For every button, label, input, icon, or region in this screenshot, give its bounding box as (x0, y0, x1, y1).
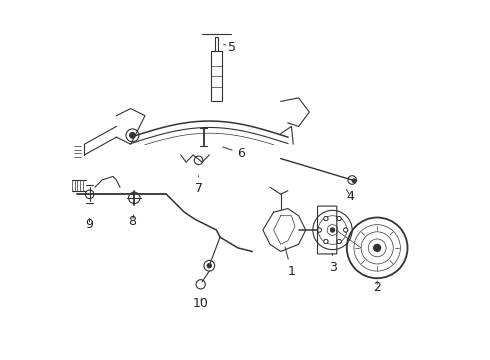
Text: 1: 1 (285, 247, 295, 278)
Circle shape (343, 228, 348, 232)
Text: 8: 8 (128, 215, 137, 228)
Text: 3: 3 (329, 253, 337, 274)
Circle shape (207, 264, 211, 268)
Text: 7: 7 (195, 176, 202, 195)
Circle shape (324, 239, 328, 244)
Text: 6: 6 (222, 147, 245, 160)
Circle shape (317, 228, 321, 232)
Text: 2: 2 (373, 281, 381, 294)
Circle shape (130, 132, 135, 138)
Text: 10: 10 (193, 297, 208, 310)
Circle shape (352, 179, 356, 183)
Circle shape (330, 228, 335, 232)
Text: 5: 5 (223, 41, 237, 54)
Text: 4: 4 (346, 189, 354, 203)
Circle shape (373, 244, 381, 251)
Circle shape (324, 216, 328, 221)
Circle shape (337, 216, 341, 221)
Circle shape (337, 239, 341, 244)
Text: 9: 9 (86, 218, 94, 231)
FancyBboxPatch shape (318, 206, 337, 254)
